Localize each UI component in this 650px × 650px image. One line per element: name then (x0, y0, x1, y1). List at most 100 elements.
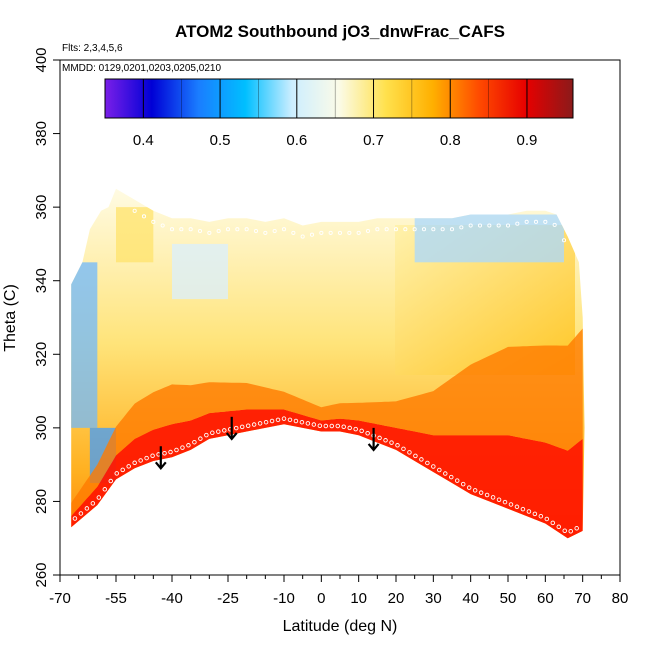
data-point-30 (251, 422, 257, 427)
data-point-112 (384, 227, 389, 232)
data-point-43 (329, 423, 335, 429)
arrows (154, 416, 380, 471)
x-tick-label: 80 (612, 590, 629, 607)
data-point-111 (375, 227, 380, 232)
x-tick-label: 60 (537, 590, 554, 607)
data-point-2 (84, 506, 90, 511)
y-tick-label: 300 (33, 415, 50, 440)
data-point-4 (96, 495, 102, 500)
orange-band (71, 328, 583, 517)
x-axis-label: Latitude (deg N) (283, 618, 398, 635)
data-point-94 (216, 229, 221, 234)
data-point-8 (120, 467, 125, 473)
data-point-32 (263, 419, 269, 425)
data-point-57 (413, 453, 418, 459)
data-point-73 (508, 502, 514, 507)
data-point-29 (245, 423, 251, 428)
data-point-118 (440, 227, 445, 232)
arrow-head-2 (367, 443, 380, 452)
data-point-49 (365, 430, 370, 436)
y-tick-label: 340 (33, 268, 50, 293)
data-point-64 (454, 478, 460, 483)
data-point-85 (132, 208, 137, 213)
data-point-98 (253, 229, 259, 234)
data-point-6 (108, 478, 114, 484)
data-point-128 (533, 219, 539, 224)
data-point-34 (275, 417, 281, 423)
data-point-95 (225, 227, 231, 232)
data-point-9 (126, 464, 131, 469)
data-point-19 (186, 443, 191, 448)
data-point-119 (449, 227, 455, 232)
data-point-3 (90, 501, 96, 506)
data-point-78 (538, 513, 544, 519)
data-point-65 (460, 481, 466, 487)
colorbar-ticks: 0.4 0.5 0.6 0.7 0.8 0.9 (133, 79, 537, 149)
data-point-70 (490, 495, 496, 500)
data-point-83 (568, 528, 573, 534)
flight-points (72, 208, 579, 534)
data-point-86 (141, 214, 147, 219)
data-point-127 (524, 219, 529, 224)
data-point-25 (222, 428, 227, 433)
x-tick-label: 40 (462, 590, 479, 607)
color-patch-2 (172, 243, 228, 300)
data-point-88 (160, 223, 165, 228)
data-point-1 (78, 511, 84, 516)
data-point-66 (466, 485, 472, 490)
data-point-102 (291, 230, 296, 235)
data-point-69 (484, 492, 490, 498)
data-point-37 (293, 418, 299, 424)
data-point-107 (337, 230, 343, 235)
data-point-61 (437, 467, 442, 473)
x-tick-label: 20 (388, 590, 405, 607)
data-point-80 (550, 520, 556, 526)
data-point-33 (269, 418, 275, 424)
data-point-90 (179, 227, 184, 232)
x-tick-label: -70 (49, 590, 71, 607)
data-point-122 (477, 223, 483, 228)
data-point-82 (562, 528, 567, 533)
data-point-17 (174, 447, 179, 453)
data-point-131 (561, 238, 567, 243)
data-point-81 (556, 524, 562, 530)
colorbar-tick-label: 0.8 (440, 132, 461, 149)
data-point-109 (356, 230, 361, 235)
y-tick-label: 400 (33, 47, 50, 72)
data-point-120 (459, 225, 464, 230)
data-point-23 (210, 430, 215, 436)
data-point-31 (257, 421, 263, 426)
data-point-22 (204, 432, 209, 438)
data-point-91 (188, 227, 193, 232)
data-point-87 (151, 219, 156, 224)
colorbar: 0.4 0.5 0.6 0.7 0.8 0.9 (104, 78, 574, 149)
data-point-67 (472, 488, 478, 493)
x-tick-label: -10 (273, 590, 295, 607)
x-tick-label: 30 (425, 590, 442, 607)
data-point-18 (180, 445, 185, 450)
data-point-96 (235, 227, 240, 232)
data-point-79 (544, 516, 550, 522)
y-tick-label: 260 (33, 562, 50, 587)
data-point-21 (198, 436, 203, 441)
data-point-16 (168, 449, 173, 455)
data-point-40 (311, 422, 317, 427)
colorbar-tick-label: 0.6 (286, 132, 307, 149)
data-point-93 (207, 230, 212, 235)
data-point-84 (574, 526, 579, 531)
data-point-55 (401, 446, 406, 452)
data-point-39 (305, 421, 311, 426)
data-point-60 (431, 464, 436, 469)
data-point-13 (150, 453, 155, 458)
data-point-121 (468, 223, 473, 228)
x-tick-label: -40 (161, 590, 183, 607)
data-point-59 (425, 460, 430, 466)
data-point-24 (216, 429, 221, 434)
data-point-7 (114, 471, 119, 476)
data-point-5 (102, 487, 108, 492)
x-tick-label: 70 (574, 590, 591, 607)
flights-subtitle: Flts: 2,3,4,5,6 (62, 43, 123, 54)
data-point-51 (377, 435, 382, 441)
y-tick-label: 360 (33, 195, 50, 220)
